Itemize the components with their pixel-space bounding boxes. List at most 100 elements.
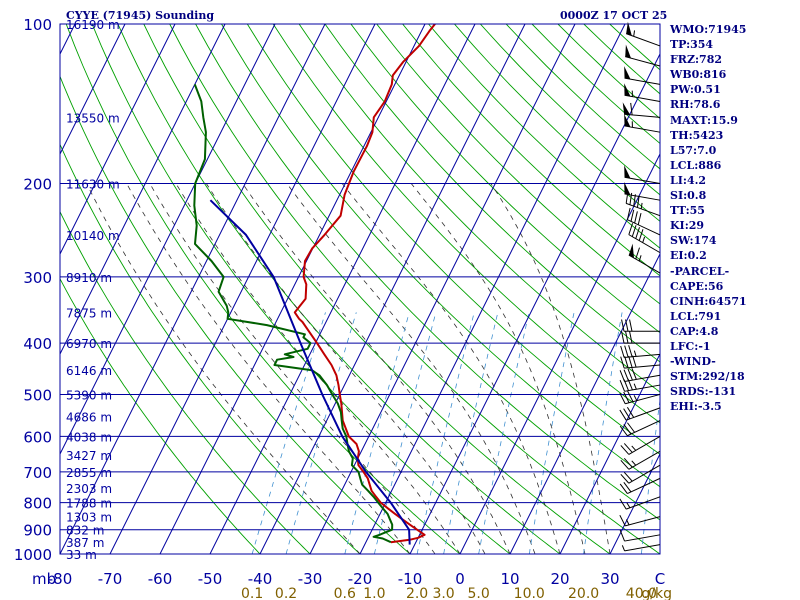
mixing-ratio-line: [583, 312, 623, 554]
wind-barb-feather: [620, 473, 630, 484]
temperature-tick-label: -10: [398, 570, 423, 588]
wind-barb-feather: [634, 211, 638, 224]
wind-barb-feather: [621, 319, 625, 332]
wind-barb: [619, 496, 661, 510]
temperature-line: [293, 24, 436, 544]
parcel-line: [209, 199, 411, 545]
wind-barb: [626, 21, 661, 47]
wind-barb: [619, 477, 661, 495]
wind-barb-half-feather: [642, 236, 646, 243]
wind-barb-staff: [628, 234, 661, 254]
dry-adiabat: [272, 24, 660, 424]
wind-barb-feather: [619, 514, 626, 527]
stability-indices-panel: WMO:71945 TP:354 FRZ:782 WB0:816 PW:0.51 RH:7…: [670, 22, 747, 414]
mixing-ratio-label: 5.0: [467, 586, 489, 600]
index-item: WMO:71945: [670, 23, 747, 36]
wind-barb: [621, 544, 661, 552]
index-item: TT:55: [670, 204, 705, 218]
wind-barb-feather: [629, 319, 633, 332]
mixing-ratio-line: [641, 397, 660, 554]
wind-barb: [619, 406, 661, 421]
wind-barb-staff: [624, 193, 661, 201]
wind-barb-pennant: [628, 243, 635, 259]
wind-barb: [628, 243, 661, 274]
wind-barb-feather: [624, 345, 629, 358]
wind-barb-half-feather: [621, 545, 626, 552]
height-label: 3427 m: [66, 449, 112, 463]
wind-barb-feather: [620, 356, 625, 369]
height-label: 4038 m: [66, 430, 112, 444]
isotherm: [259, 24, 526, 554]
wind-barb-staff: [624, 94, 661, 102]
dry-adiabat: [60, 210, 311, 554]
index-item: STM:292/18: [670, 370, 745, 384]
isotherm: [159, 24, 426, 554]
wind-barb-feather: [629, 192, 633, 205]
wind-barb-feather: [637, 212, 642, 225]
wind-barb-feather: [626, 207, 631, 220]
wind-barb: [619, 529, 661, 542]
wind-barb-feather: [623, 471, 633, 482]
plot-frame: [59, 23, 661, 555]
wind-barb: [622, 102, 661, 118]
mixing-ratio-label: 40.0: [626, 586, 657, 600]
wind-barb-feather: [623, 443, 633, 453]
wind-barb-staff: [624, 384, 661, 392]
isotherm: [109, 24, 376, 554]
wind-barb-half-feather: [640, 202, 643, 209]
isotherm: [509, 252, 660, 554]
wind-barb-feather: [620, 345, 625, 358]
index-item: PW:0.51: [670, 83, 721, 97]
wind-barb-staff: [627, 477, 661, 495]
wind-barb-staff: [628, 450, 661, 470]
height-label: 6146 m: [66, 364, 112, 378]
wind-barb: [619, 378, 661, 392]
dry-adiabat: [195, 24, 660, 521]
index-item: CAP:4.8: [670, 324, 719, 338]
moist-adiabat: [126, 183, 411, 554]
dry-adiabat: [454, 24, 660, 222]
index-item: EHI:-3.5: [670, 400, 722, 414]
wind-barb-pennant: [624, 181, 631, 195]
wind-barb-feather: [623, 457, 633, 468]
dry-adiabat: [246, 24, 660, 455]
wind-barb-feather: [619, 483, 628, 494]
wind-barb-feather: [628, 355, 633, 368]
mixing-ratio-label: 10.0: [514, 586, 545, 600]
height-label: 4686 m: [66, 410, 112, 424]
mixing-ratio-line: [443, 312, 499, 554]
wind-barb: [619, 420, 661, 437]
index-item: LFC:-1: [670, 339, 711, 353]
pressure-tick-label: 400: [23, 335, 52, 353]
pressure-tick-label: 300: [23, 269, 52, 287]
dry-adiabat: [60, 143, 361, 554]
wind-barb: [620, 355, 661, 369]
height-label: 8910 m: [66, 271, 112, 285]
isotherm: [459, 152, 660, 554]
wind-barb-staff: [624, 374, 661, 383]
wind-barb-staff: [628, 435, 661, 455]
wind-barb-half-feather: [633, 30, 636, 37]
wind-barb-feather: [627, 378, 633, 391]
temperature-tick-label: 20: [550, 570, 569, 588]
wind-barb: [621, 331, 660, 344]
temperature-tick-label: -60: [148, 570, 173, 588]
wind-barb-feather: [625, 191, 629, 204]
isotherm: [359, 24, 626, 554]
wind-barb: [619, 390, 661, 405]
isotherm: [60, 24, 226, 356]
pressure-tick-label: 900: [23, 522, 52, 540]
wind-barb: [624, 113, 661, 133]
wind-barb-staff: [624, 176, 661, 185]
wind-barb-staff: [625, 393, 661, 405]
dry-adiabat: [324, 24, 660, 363]
index-item: LI:4.2: [670, 173, 707, 187]
dry-adiabat: [376, 24, 660, 305]
wind-barb-half-feather: [631, 445, 637, 451]
index-item: TH:5423: [670, 128, 724, 142]
mixing-ratio-line: [251, 312, 326, 554]
mixing-ratio-line: [528, 312, 575, 554]
wind-barb-feather: [627, 390, 634, 402]
temperature-tick-label: -50: [198, 570, 223, 588]
mixing-ratio-line: [478, 312, 530, 554]
